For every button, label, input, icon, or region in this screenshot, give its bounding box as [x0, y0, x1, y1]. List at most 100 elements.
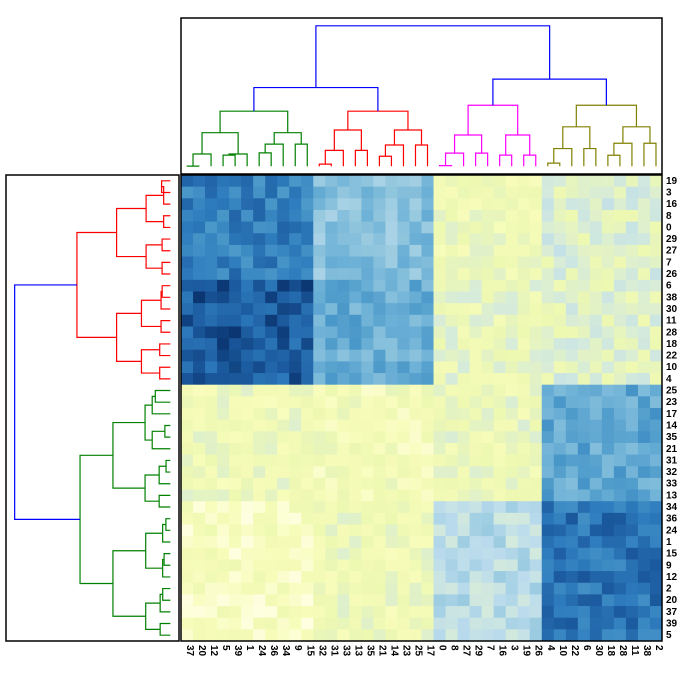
col-label: 8: [449, 645, 460, 651]
heatmap-cell: [482, 268, 495, 280]
heatmap-cell: [626, 175, 639, 187]
heatmap-cell: [325, 385, 338, 397]
heatmap-cell: [313, 175, 326, 187]
heatmap-cell: [337, 292, 350, 304]
heatmap-cell: [446, 583, 459, 595]
heatmap-cell: [458, 198, 471, 210]
dendro-link: [146, 603, 160, 629]
heatmap-cell: [518, 315, 531, 327]
heatmap-cell: [602, 292, 615, 304]
heatmap-cell: [205, 513, 218, 525]
heatmap-cell: [650, 490, 663, 502]
heatmap-cell: [349, 385, 362, 397]
heatmap-cell: [409, 583, 422, 595]
heatmap-cell: [217, 233, 230, 245]
heatmap-cell: [554, 466, 567, 478]
row-label: 38: [666, 292, 678, 303]
heatmap-cell: [397, 268, 410, 280]
heatmap-cell: [409, 350, 422, 362]
heatmap-cell: [181, 408, 194, 420]
heatmap-cell: [602, 326, 615, 338]
heatmap-cell: [614, 292, 627, 304]
heatmap-cell: [313, 594, 326, 606]
heatmap-cell: [590, 501, 603, 513]
heatmap-cell: [265, 292, 278, 304]
heatmap-cell: [602, 210, 615, 222]
dendro-link: [259, 153, 271, 166]
heatmap-cell: [530, 408, 543, 420]
heatmap-cell: [385, 629, 398, 641]
dendro-link: [146, 533, 163, 568]
heatmap-cell: [530, 338, 543, 350]
heatmap-cell: [566, 443, 579, 455]
heatmap-cell: [554, 396, 567, 408]
row-label: 1: [666, 537, 672, 548]
heatmap-cell: [590, 385, 603, 397]
heatmap-cell: [373, 315, 386, 327]
heatmap-cell: [277, 373, 290, 385]
heatmap-cell: [409, 548, 422, 560]
heatmap-cell: [638, 373, 651, 385]
col-label: 34: [280, 645, 291, 657]
heatmap-cell: [458, 536, 471, 548]
heatmap-cell: [626, 571, 639, 583]
heatmap-cell: [253, 594, 266, 606]
heatmap-cell: [638, 385, 651, 397]
heatmap-cell: [337, 257, 350, 269]
heatmap-cell: [470, 571, 483, 583]
heatmap-cell: [277, 350, 290, 362]
col-label: 12: [208, 645, 219, 657]
heatmap-cell: [422, 396, 435, 408]
heatmap-cell: [494, 536, 507, 548]
heatmap-cell: [446, 268, 459, 280]
heatmap-cell: [253, 490, 266, 502]
dendro-link: [165, 425, 170, 437]
heatmap-cell: [301, 455, 314, 467]
heatmap-cell: [349, 490, 362, 502]
heatmap-cell: [446, 175, 459, 187]
heatmap-cell: [554, 338, 567, 350]
heatmap-cell: [542, 361, 555, 373]
heatmap-cell: [301, 210, 314, 222]
heatmap-cell: [349, 466, 362, 478]
heatmap-cell: [349, 431, 362, 443]
heatmap-cell: [518, 443, 531, 455]
heatmap-cell: [446, 431, 459, 443]
dendro-link: [563, 127, 590, 149]
heatmap-cell: [650, 501, 663, 513]
heatmap-cell: [434, 559, 447, 571]
heatmap-cell: [193, 618, 206, 630]
heatmap-cell: [289, 222, 302, 234]
heatmap-cell: [602, 396, 615, 408]
heatmap-cell: [229, 396, 242, 408]
heatmap-cell: [626, 501, 639, 513]
heatmap-cell: [241, 583, 254, 595]
heatmap-cell: [494, 175, 507, 187]
heatmap-cell: [325, 466, 338, 478]
heatmap-cell: [602, 443, 615, 455]
heatmap-cell: [277, 559, 290, 571]
heatmap-cell: [229, 408, 242, 420]
heatmap-cell: [470, 222, 483, 234]
heatmap-cell: [409, 490, 422, 502]
heatmap-cell: [277, 571, 290, 583]
row-label: 2: [666, 584, 672, 595]
heatmap-cell: [470, 385, 483, 397]
heatmap-cell: [385, 350, 398, 362]
heatmap-cell: [373, 280, 386, 292]
heatmap-cell: [554, 175, 567, 187]
row-label: 26: [666, 269, 678, 280]
heatmap-cell: [277, 198, 290, 210]
heatmap-cell: [373, 303, 386, 315]
heatmap-cell: [229, 571, 242, 583]
heatmap-cell: [530, 268, 543, 280]
heatmap-cell: [241, 210, 254, 222]
heatmap-cell: [325, 455, 338, 467]
heatmap-cell: [229, 583, 242, 595]
heatmap-cell: [193, 466, 206, 478]
col-label: 2: [653, 645, 664, 651]
heatmap-cell: [217, 198, 230, 210]
heatmap-cell: [289, 361, 302, 373]
heatmap-cell: [301, 396, 314, 408]
heatmap-cell: [217, 315, 230, 327]
